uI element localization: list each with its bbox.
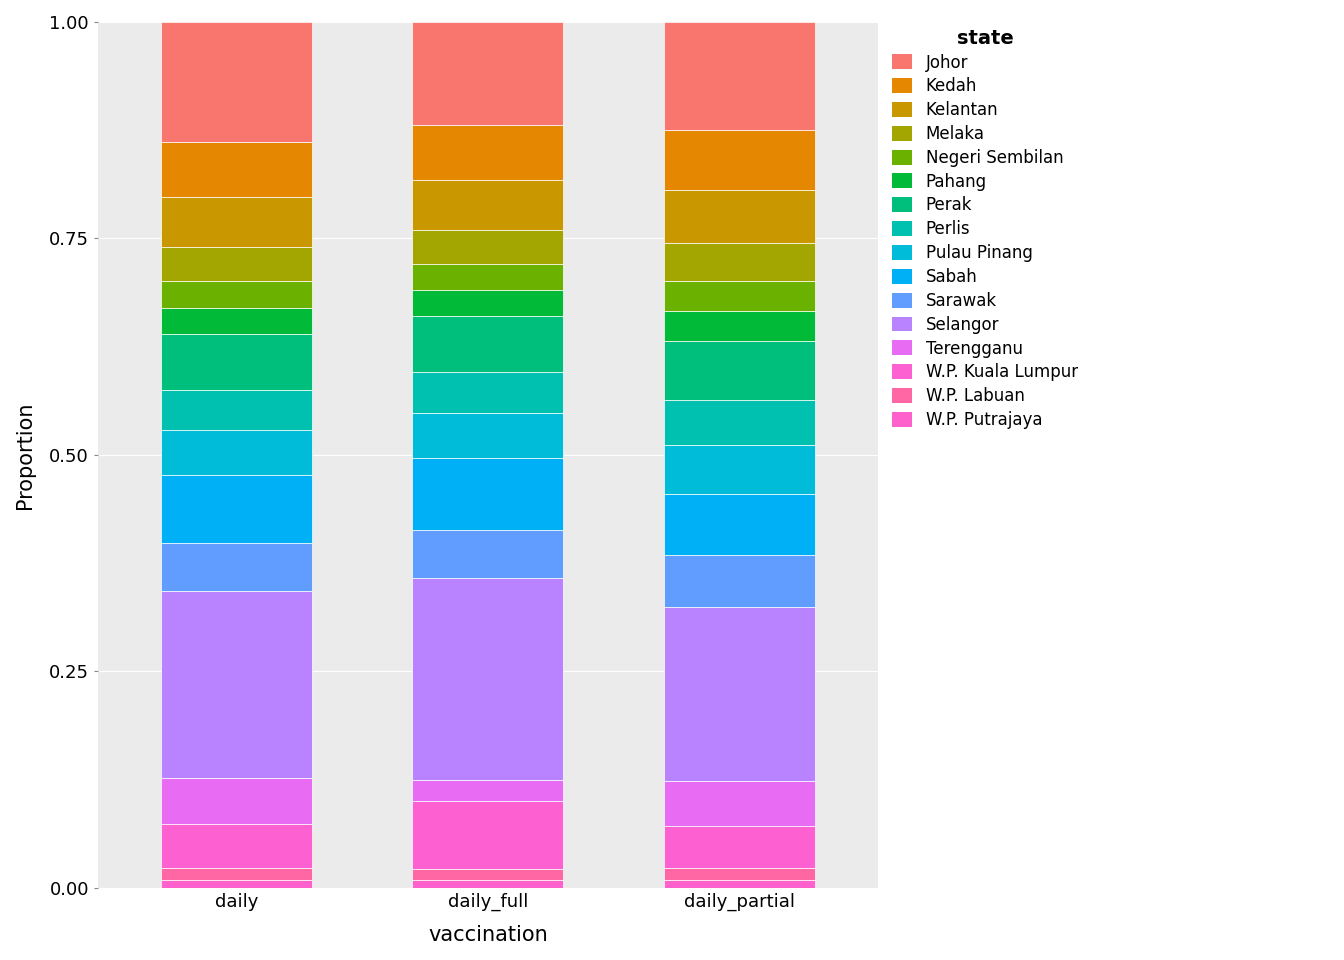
- Y-axis label: Proportion: Proportion: [15, 401, 35, 509]
- Bar: [161, 308, 312, 334]
- Bar: [664, 281, 814, 311]
- Bar: [161, 880, 312, 888]
- Bar: [161, 430, 312, 475]
- Bar: [664, 826, 814, 868]
- Bar: [413, 413, 563, 458]
- Bar: [161, 281, 312, 308]
- Bar: [413, 578, 563, 780]
- Bar: [161, 197, 312, 247]
- Bar: [664, 868, 814, 880]
- Bar: [161, 334, 312, 390]
- Bar: [161, 142, 312, 197]
- Bar: [664, 311, 814, 341]
- Bar: [664, 880, 814, 888]
- Bar: [413, 458, 563, 530]
- Bar: [664, 189, 814, 243]
- Bar: [413, 780, 563, 802]
- Bar: [664, 444, 814, 493]
- Bar: [413, 530, 563, 578]
- Bar: [161, 825, 312, 868]
- Bar: [413, 125, 563, 180]
- Bar: [161, 868, 312, 880]
- Bar: [161, 247, 312, 281]
- Bar: [664, 607, 814, 780]
- X-axis label: vaccination: vaccination: [427, 925, 548, 945]
- Bar: [413, 802, 563, 869]
- Bar: [413, 291, 563, 317]
- Bar: [413, 880, 563, 888]
- Legend: Johor, Kedah, Kelantan, Melaka, Negeri Sembilan, Pahang, Perak, Perlis, Pulau Pi: Johor, Kedah, Kelantan, Melaka, Negeri S…: [886, 22, 1085, 436]
- Bar: [413, 180, 563, 229]
- Bar: [413, 22, 563, 125]
- Bar: [664, 22, 814, 131]
- Bar: [413, 869, 563, 880]
- Bar: [161, 390, 312, 430]
- Bar: [161, 590, 312, 779]
- Bar: [161, 779, 312, 825]
- Bar: [161, 475, 312, 542]
- Bar: [664, 400, 814, 444]
- Bar: [413, 263, 563, 291]
- Bar: [664, 780, 814, 826]
- Bar: [413, 229, 563, 263]
- Bar: [664, 341, 814, 400]
- Bar: [664, 493, 814, 555]
- Bar: [664, 131, 814, 189]
- Bar: [664, 243, 814, 281]
- Bar: [413, 317, 563, 372]
- Bar: [161, 22, 312, 142]
- Bar: [664, 555, 814, 607]
- Bar: [161, 542, 312, 590]
- Bar: [413, 372, 563, 413]
